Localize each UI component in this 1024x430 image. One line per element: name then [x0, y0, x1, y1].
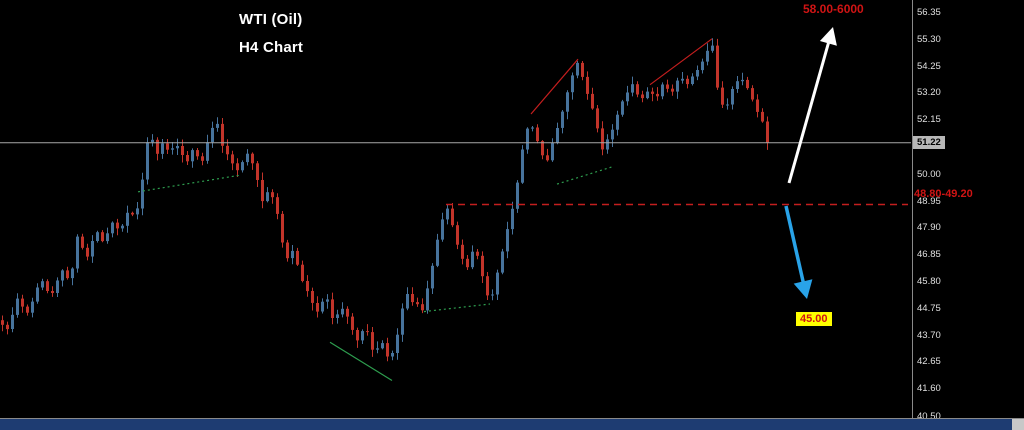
trendlines-layer — [137, 38, 713, 382]
axis-tick-label: 52.15 — [917, 114, 941, 125]
price-axis[interactable]: 56.35 55.30 54.25 53.20 52.15 50.00 48.95 47.90… — [912, 0, 1024, 422]
bottom-bar — [0, 419, 1024, 430]
candles-layer — [1, 38, 769, 362]
axis-tick-label: 47.90 — [917, 222, 941, 233]
axis-tick-label: 53.20 — [917, 87, 941, 98]
resistance-zone-label: 48.80-49.20 — [914, 188, 973, 200]
axis-tick-label: 45.80 — [917, 276, 941, 287]
downside-target-label: 45.00 — [796, 312, 832, 326]
chart-title: WTI (Oil) H4 Chart — [239, 6, 303, 62]
candlestick-chart[interactable] — [0, 0, 1024, 419]
chart-title-timeframe: H4 Chart — [239, 39, 304, 56]
upside-arrow — [787, 27, 837, 184]
axis-tick-label: 42.65 — [917, 356, 941, 367]
axis-tick-label: 41.60 — [917, 383, 941, 394]
current-price-tag: 51.22 — [913, 136, 945, 149]
axis-tick-label: 40.50 — [917, 411, 941, 422]
axis-tick-label: 56.35 — [917, 7, 941, 18]
chart-title-instrument: WTI (Oil) — [239, 11, 303, 28]
axis-tick-label: 43.70 — [917, 330, 941, 341]
axis-bottom-divider — [0, 418, 1024, 419]
axis-tick-label: 46.85 — [917, 249, 941, 260]
axis-tick-label: 55.30 — [917, 34, 941, 45]
axis-tick-label: 50.00 — [917, 169, 941, 180]
axis-tick-label: 48.95 — [917, 196, 941, 207]
axis-tick-label: 54.25 — [917, 61, 941, 72]
axis-tick-label: 44.75 — [917, 303, 941, 314]
scroll-corner — [1012, 419, 1024, 430]
downside-arrow — [784, 205, 813, 299]
upside-target-label: 58.00-6000 — [803, 2, 864, 16]
